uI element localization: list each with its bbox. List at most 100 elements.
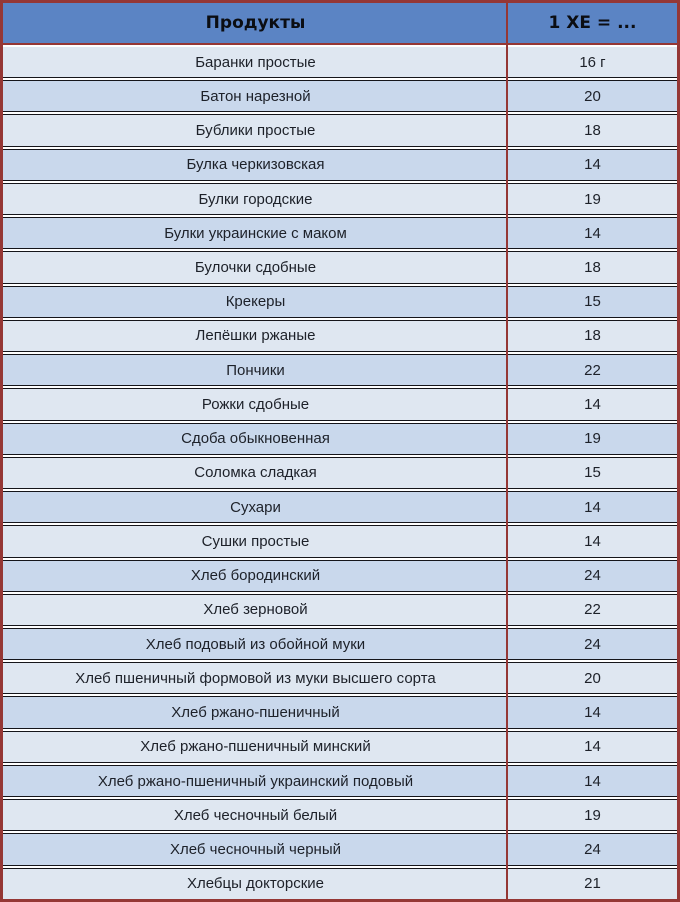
product-name: Сухари (230, 498, 281, 516)
xe-value: 22 (584, 361, 601, 379)
row-separator (3, 351, 677, 356)
product-name: Пончики (226, 361, 285, 379)
table-row: Хлеб ржано-пшеничный украинский подовый … (3, 765, 677, 797)
table-row: Лепёшки ржаные 18 (3, 320, 677, 352)
product-name: Лепёшки ржаные (195, 327, 316, 345)
table-row: Рожки сдобные 14 (3, 389, 677, 420)
row-separator (3, 453, 677, 458)
table-row: Булки городские 19 (3, 183, 677, 215)
xe-value: 14 (584, 738, 601, 756)
row-separator (3, 590, 677, 595)
product-name: Рожки сдобные (201, 395, 310, 413)
row-separator (3, 385, 677, 390)
xe-value: 21 (584, 875, 601, 893)
table-row: Хлеб подовый из обойной муки 24 (3, 628, 677, 660)
table-row: Булочки сдобные 18 (3, 252, 677, 283)
product-name: Хлеб чесночный белый (173, 806, 338, 824)
table-row: Булки украинские с маком 14 (3, 218, 677, 249)
table-row: Сушки простые 14 (3, 526, 677, 557)
xe-value: 24 (584, 567, 601, 585)
table-row: Баранки простые 16 г (3, 47, 677, 78)
table-row: Хлебцы докторские 21 (3, 868, 677, 899)
xe-value: 18 (584, 327, 601, 345)
row-separator (3, 179, 677, 184)
row-separator (3, 830, 677, 835)
table-row: Хлеб чесночный черный 24 (3, 834, 677, 865)
table-row: Сухари 14 (3, 492, 677, 523)
row-separator (3, 624, 677, 629)
product-name: Хлеб чесночный черный (169, 841, 341, 858)
product-name: Хлеб ржано-пшеничный минский (140, 738, 371, 756)
table-row: Крекеры 15 (3, 286, 677, 317)
xe-value: 19 (584, 190, 601, 208)
xe-value: 18 (584, 122, 601, 140)
xe-value: 15 (584, 293, 601, 311)
product-name: Крекеры (225, 293, 286, 311)
product-name: Хлеб ржано-пшеничный (171, 704, 340, 722)
xe-value: 18 (584, 259, 601, 277)
product-name: Хлебцы докторские (186, 875, 325, 893)
row-separator (3, 693, 677, 698)
product-name: Хлеб пшеничный формовой из муки высшего … (75, 669, 436, 687)
xe-value: 19 (584, 806, 601, 824)
row-separator (3, 556, 677, 561)
xe-value: 24 (584, 841, 601, 858)
row-separator (3, 522, 677, 527)
product-name: Булочки сдобные (194, 259, 317, 277)
product-name: Булка черкизовская (186, 156, 325, 174)
row-separator (3, 111, 677, 116)
xe-value: 24 (584, 635, 601, 653)
xe-value: 14 (584, 704, 601, 722)
product-name: Хлеб подовый из обойной муки (145, 635, 366, 653)
product-name: Сушки простые (201, 532, 310, 550)
table-row: Хлеб зерновой 22 (3, 594, 677, 625)
table-row: Хлеб бородинский 24 (3, 560, 677, 591)
header-products: Продукты (205, 13, 306, 33)
row-separator (3, 214, 677, 219)
product-name: Булки городские (198, 190, 313, 208)
xe-value: 14 (584, 772, 601, 790)
xe-value: 14 (584, 224, 601, 242)
row-separator (3, 282, 677, 287)
product-name: Батон нарезной (200, 87, 311, 105)
table-header-row: Продукты 1 ХЕ = ... (3, 3, 677, 45)
table-row: Бублики простые 18 (3, 115, 677, 146)
product-name: Булки украинские с маком (164, 224, 347, 242)
row-separator (3, 488, 677, 493)
xe-value: 16 г (579, 53, 606, 71)
column-divider (506, 3, 508, 899)
table-row: Хлеб чесночный белый 19 (3, 800, 677, 831)
row-separator (3, 659, 677, 664)
table-row: Сдоба обыкновенная 19 (3, 423, 677, 454)
row-separator (3, 248, 677, 253)
table-row: Булка черкизовская 14 (3, 149, 677, 180)
product-name: Бублики простые (195, 122, 316, 140)
xe-value: 14 (584, 156, 601, 174)
xe-value: 15 (584, 464, 601, 482)
table-row: Пончики 22 (3, 355, 677, 386)
table-body: Баранки простые 16 г Батон нарезной 20 Б… (3, 47, 677, 899)
row-separator (3, 316, 677, 321)
product-name: Соломка сладкая (194, 464, 317, 482)
product-name: Баранки простые (195, 53, 316, 71)
table-row: Хлеб пшеничный формовой из муки высшего … (3, 663, 677, 694)
xe-value: 20 (584, 87, 601, 105)
row-separator (3, 796, 677, 801)
xe-value: 14 (584, 395, 601, 413)
product-name: Хлеб ржано-пшеничный украинский подовый (97, 772, 414, 790)
row-separator (3, 145, 677, 150)
row-separator (3, 77, 677, 82)
product-name: Хлеб бородинский (190, 567, 321, 585)
xe-value: 20 (584, 669, 601, 687)
xe-value: 14 (584, 498, 601, 516)
table-row: Хлеб ржано-пшеничный 14 (3, 697, 677, 728)
header-gap (3, 45, 677, 47)
xe-value: 19 (584, 430, 601, 448)
row-separator (3, 727, 677, 732)
xe-value: 22 (584, 601, 601, 619)
table-row: Батон нарезной 20 (3, 81, 677, 112)
row-separator (3, 864, 677, 869)
row-separator (3, 419, 677, 424)
product-name: Сдоба обыкновенная (181, 430, 330, 448)
